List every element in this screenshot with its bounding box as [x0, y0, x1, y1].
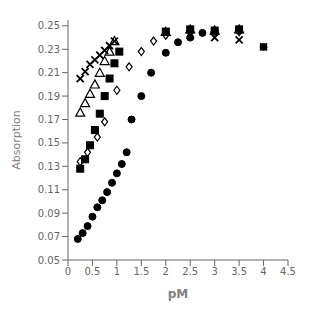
- svg-text:4: 4: [260, 266, 266, 277]
- svg-text:1.5: 1.5: [133, 266, 149, 277]
- svg-text:1: 1: [114, 266, 120, 277]
- svg-text:0.25: 0.25: [38, 20, 60, 31]
- svg-text:0.09: 0.09: [38, 208, 60, 219]
- svg-text:4.5: 4.5: [280, 266, 296, 277]
- svg-text:pM: pM: [168, 287, 189, 301]
- svg-text:0.19: 0.19: [38, 91, 60, 102]
- svg-text:0.23: 0.23: [38, 44, 60, 55]
- svg-text:0.13: 0.13: [38, 161, 60, 172]
- svg-text:0.11: 0.11: [38, 184, 60, 195]
- svg-text:0.07: 0.07: [38, 231, 60, 242]
- svg-text:3.5: 3.5: [231, 266, 247, 277]
- svg-text:0.17: 0.17: [38, 114, 60, 125]
- svg-text:0.5: 0.5: [84, 266, 100, 277]
- svg-text:Absorption: Absorption: [10, 110, 23, 170]
- svg-text:0.15: 0.15: [38, 137, 60, 148]
- svg-text:2: 2: [163, 266, 169, 277]
- svg-text:0.05: 0.05: [38, 255, 60, 266]
- svg-text:3: 3: [211, 266, 217, 277]
- svg-text:2.5: 2.5: [182, 266, 198, 277]
- svg-text:0.21: 0.21: [38, 67, 60, 78]
- svg-text:0: 0: [65, 266, 71, 277]
